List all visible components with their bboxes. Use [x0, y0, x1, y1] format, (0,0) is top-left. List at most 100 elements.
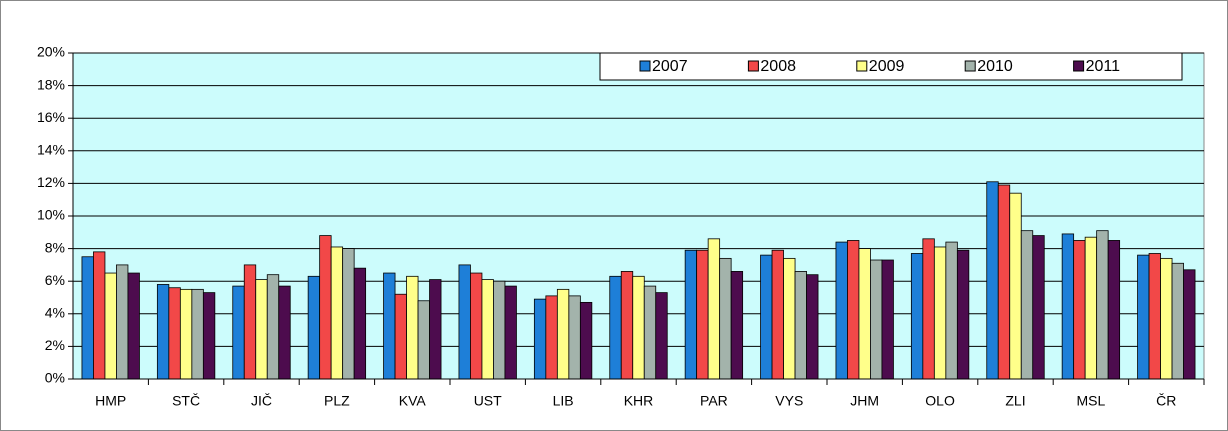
x-tick-label: OLO [925, 393, 955, 409]
bar [156, 284, 170, 380]
bar [470, 272, 483, 380]
bar [1020, 230, 1034, 380]
legend-label: 2010 [977, 58, 1013, 75]
x-tick-label: HMP [95, 393, 126, 409]
bar [835, 241, 848, 380]
bar [933, 246, 947, 380]
y-tick-label: 10% [37, 207, 65, 223]
bar [319, 235, 332, 380]
x-tick-label: KHR [624, 393, 654, 409]
bar [504, 285, 517, 380]
bar [945, 241, 958, 380]
bar [232, 285, 245, 380]
bar [771, 249, 784, 380]
bar [760, 254, 773, 380]
bar [1171, 262, 1184, 380]
bar [956, 249, 970, 380]
bar [179, 288, 193, 380]
x-tick-label: MSL [1077, 393, 1106, 409]
bar [533, 298, 547, 380]
bar [1009, 192, 1022, 380]
bar [910, 253, 924, 380]
bar [1096, 230, 1109, 380]
bar [556, 288, 570, 380]
bar [1183, 269, 1196, 380]
bar [545, 295, 558, 380]
legend-label: 2008 [760, 58, 796, 75]
bar [266, 274, 280, 380]
x-tick-label: JHM [850, 393, 879, 409]
bar [104, 272, 117, 380]
bar [643, 285, 657, 380]
bar [429, 279, 442, 380]
bar [655, 292, 668, 380]
bar [383, 272, 396, 380]
y-tick-label: 0% [45, 370, 65, 386]
bar [997, 184, 1011, 380]
bar [858, 248, 871, 380]
y-tick-label: 20% [37, 44, 65, 60]
x-tick-label: VYS [775, 393, 803, 409]
bar [806, 274, 819, 380]
x-tick-label: STČ [172, 393, 200, 409]
legend-swatch [747, 60, 759, 72]
x-tick-label: PAR [700, 393, 728, 409]
bar [609, 275, 622, 380]
bar [417, 300, 430, 380]
x-tick-label: KVA [399, 393, 427, 409]
legend-swatch [964, 60, 976, 72]
bar [330, 246, 344, 380]
bar [847, 240, 860, 380]
legend-label: 2011 [1086, 58, 1121, 75]
x-tick-label: PLZ [324, 393, 350, 409]
x-tick-label: UST [474, 393, 502, 409]
bar [307, 275, 321, 380]
bar [730, 271, 744, 380]
bar [707, 238, 721, 380]
legend-swatch [856, 60, 868, 72]
bar [394, 293, 407, 380]
x-tick-label: LIB [553, 393, 574, 409]
legend-box [599, 52, 1183, 81]
bar [93, 251, 106, 380]
bar [81, 256, 94, 380]
bar [342, 248, 355, 380]
bar [881, 259, 894, 380]
bar [1160, 257, 1173, 380]
bar [116, 264, 129, 380]
bar [127, 272, 140, 380]
bar [1073, 240, 1086, 380]
bar [579, 301, 593, 380]
bar [481, 279, 494, 380]
legend: 2007 2008 2009 2010 2011 [599, 52, 1183, 81]
bar [783, 257, 796, 380]
legend-label: 2007 [652, 58, 688, 75]
bar [922, 238, 935, 380]
y-tick-label: 8% [45, 239, 65, 255]
bar [1084, 236, 1098, 380]
bar [1032, 235, 1045, 380]
bar [493, 280, 506, 380]
legend-swatch [1073, 60, 1085, 72]
bar [684, 249, 698, 380]
legend-swatch [639, 60, 651, 72]
x-tick-label: ČR [1156, 393, 1176, 409]
y-tick-label: 18% [37, 76, 65, 92]
bar [568, 295, 581, 380]
bar [986, 181, 999, 380]
bar [620, 271, 634, 380]
y-tick-label: 12% [37, 174, 65, 190]
bar [1137, 254, 1150, 380]
y-tick-label: 4% [45, 305, 65, 321]
bar [168, 287, 181, 380]
y-tick-label: 14% [37, 142, 65, 158]
bar [353, 267, 367, 380]
y-tick-label: 6% [45, 272, 65, 288]
legend-label: 2009 [869, 58, 905, 75]
bar [719, 257, 732, 380]
y-tick-label: 2% [45, 337, 65, 353]
bar [191, 288, 204, 380]
bar [1107, 240, 1121, 380]
bar [632, 275, 645, 380]
